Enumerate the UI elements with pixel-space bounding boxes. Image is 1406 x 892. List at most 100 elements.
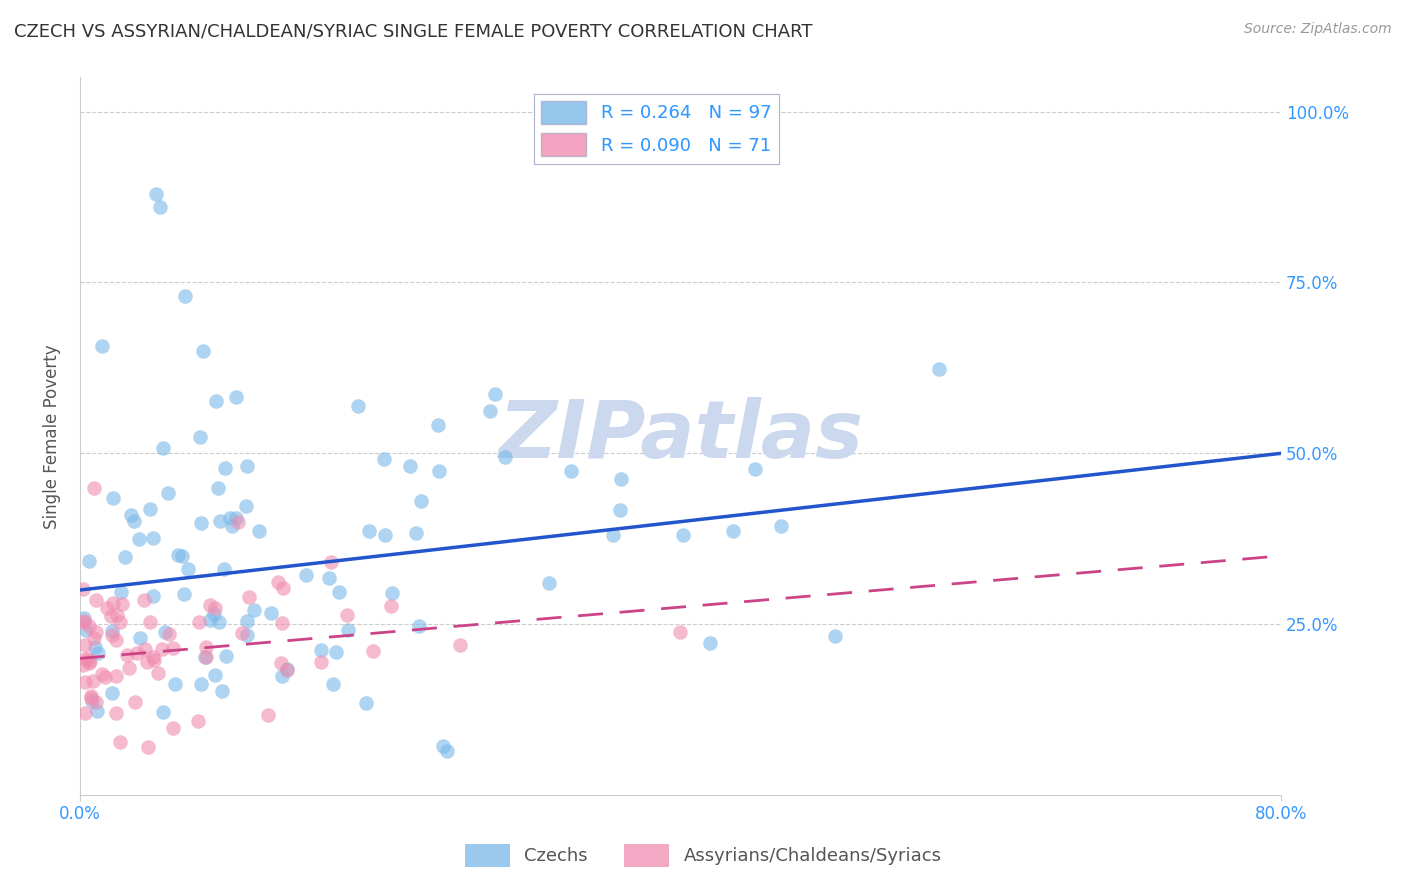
Point (72, 582, 94, 597)
Point (221, 518, 243, 533)
Point (84, 625, 107, 640)
Point (136, 740, 159, 755)
Point (325, 645, 347, 659)
Point (218, 510, 240, 524)
Point (90, 339, 112, 353)
Point (231, 625, 253, 640)
Point (72, 657, 94, 672)
Point (723, 524, 745, 538)
Point (225, 510, 247, 524)
Point (77, 652, 100, 666)
Point (309, 655, 332, 669)
Text: CZECH VS ASSYRIAN/CHALDEAN/SYRIAC SINGLE FEMALE POVERTY CORRELATION CHART: CZECH VS ASSYRIAN/CHALDEAN/SYRIAC SINGLE… (14, 22, 813, 40)
Point (204, 668, 226, 682)
Point (276, 664, 298, 678)
Point (142, 589, 165, 603)
Point (146, 665, 169, 680)
Point (104, 706, 127, 720)
Point (77, 619, 100, 633)
Legend: Czechs, Assyrians/Chaldeans/Syriacs: Czechs, Assyrians/Chaldeans/Syriacs (457, 837, 949, 874)
Point (207, 481, 229, 495)
Point (114, 550, 136, 565)
Point (243, 603, 266, 617)
Point (73, 706, 96, 720)
Point (83, 631, 105, 645)
Point (84, 695, 107, 709)
Point (86, 704, 108, 718)
Point (236, 628, 259, 642)
Point (110, 615, 132, 629)
Point (322, 677, 344, 691)
Point (73, 651, 96, 665)
Point (190, 516, 212, 531)
Point (318, 571, 340, 585)
Y-axis label: Single Female Poverty: Single Female Poverty (44, 344, 60, 529)
Point (124, 695, 146, 709)
Point (90, 666, 112, 681)
Point (188, 430, 211, 444)
Point (150, 641, 173, 656)
Point (195, 640, 218, 654)
Point (77, 554, 100, 568)
Point (235, 500, 257, 514)
Point (94, 670, 117, 684)
Point (173, 289, 195, 303)
Point (157, 627, 180, 641)
Point (194, 650, 217, 665)
Point (142, 649, 165, 664)
Point (198, 598, 221, 612)
Point (75, 638, 97, 652)
Point (101, 491, 124, 506)
Point (432, 739, 454, 754)
Point (669, 624, 692, 639)
Point (271, 616, 294, 631)
Point (374, 528, 396, 542)
Point (134, 641, 156, 656)
Point (236, 458, 259, 473)
Point (347, 399, 370, 413)
Point (75, 675, 97, 690)
Point (121, 508, 143, 523)
Point (361, 644, 384, 658)
Point (408, 619, 430, 633)
Point (87, 646, 110, 660)
Point (104, 632, 127, 647)
Point (409, 494, 432, 508)
Point (115, 648, 138, 662)
Point (132, 593, 155, 607)
Text: ZIPatlas: ZIPatlas (498, 397, 863, 475)
Point (84, 593, 107, 607)
Point (336, 608, 359, 623)
Point (235, 614, 257, 628)
Point (328, 585, 350, 599)
Point (337, 623, 360, 637)
Point (427, 417, 450, 432)
Point (609, 503, 631, 517)
Point (139, 502, 162, 516)
Point (80, 691, 103, 706)
Point (198, 613, 221, 627)
Point (610, 472, 633, 486)
Point (125, 646, 148, 660)
Point (271, 669, 294, 683)
Point (82, 693, 104, 707)
Point (118, 661, 141, 675)
Point (83, 481, 105, 495)
Point (195, 650, 218, 665)
Point (226, 515, 249, 529)
Point (110, 597, 132, 611)
Point (177, 562, 200, 576)
Point (381, 585, 404, 599)
Point (100, 628, 122, 642)
Point (135, 655, 157, 669)
Point (359, 524, 381, 538)
Point (214, 461, 236, 475)
Point (354, 696, 377, 710)
Point (744, 462, 766, 476)
Point (449, 638, 471, 652)
Point (152, 706, 174, 720)
Point (187, 714, 209, 728)
Point (398, 459, 420, 474)
Point (319, 555, 342, 569)
Point (128, 532, 150, 546)
